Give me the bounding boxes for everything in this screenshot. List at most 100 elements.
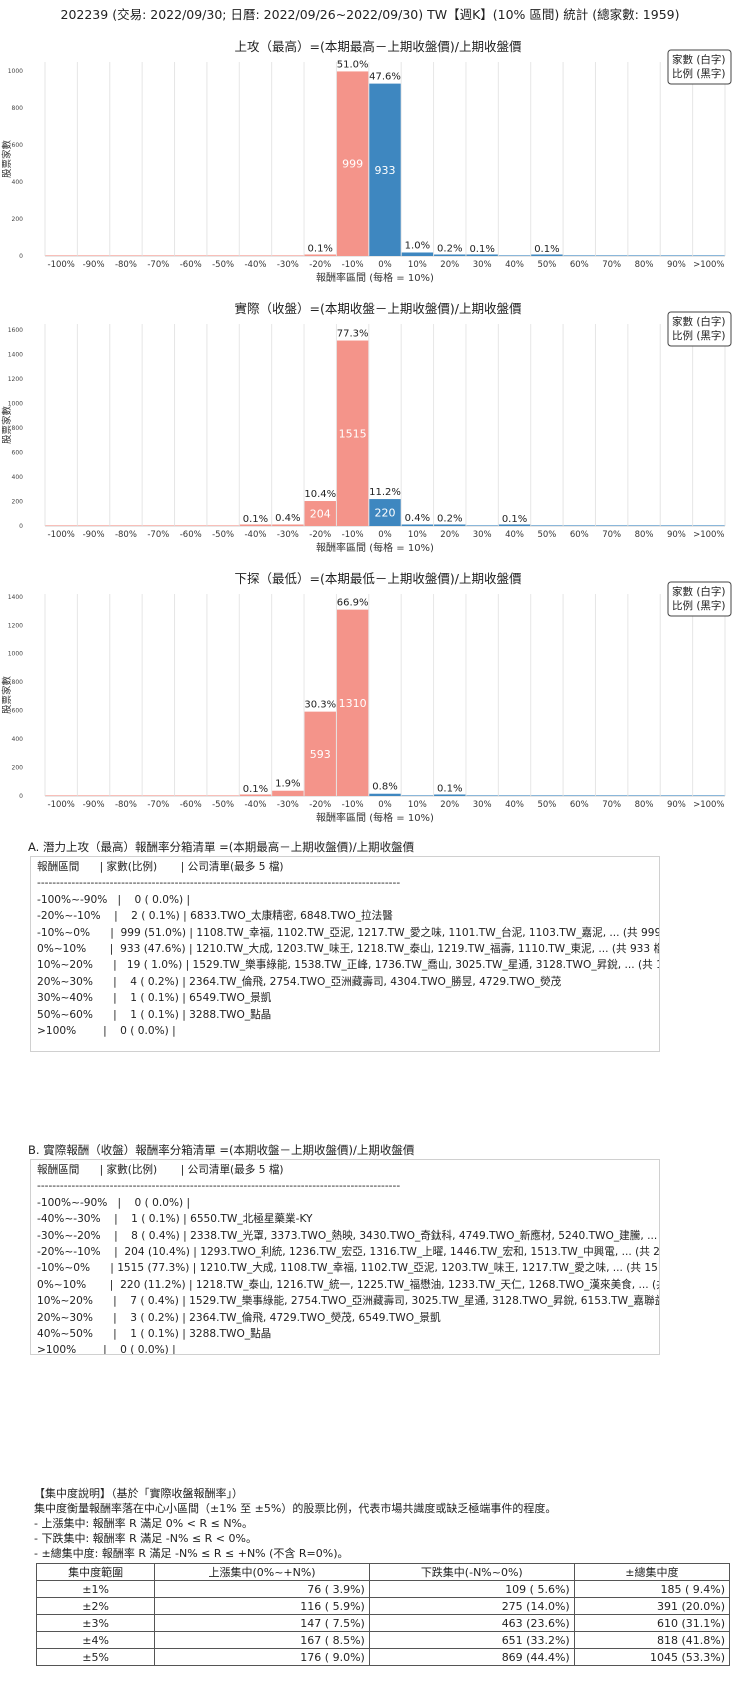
y-tick-label: 600 [12,708,24,715]
bar [628,525,660,526]
table-cell: 76 ( 3.9%) [154,1580,370,1598]
list-line: 0%~10% | 933 (47.6%) | 1210.TW_大成, 1203.… [37,943,660,956]
list-line: -10%~0% | 1515 (77.3%) | 1210.TW_大成, 110… [37,1262,660,1275]
bar-percent-label: 0.4% [405,513,430,524]
y-tick-label: 1400 [8,352,23,359]
bar [304,254,336,256]
table-row: ±5% 176 ( 9.0%) 869 (44.4%) 1045 (53.3%) [35,1648,731,1666]
list-line: 10%~20% | 7 ( 0.4%) | 1529.TW_樂事綠能, 2754… [37,1295,660,1308]
concentration-note: - 上漲集中: 報酬率 R 滿足 0% < R ≤ N%。 [34,1517,253,1530]
y-tick-label: 1000 [8,401,23,408]
chart-close: 實際（收盤）=(本期收盤－上期收盤價)/上期收盤價 0 200 400 600 800 10… [0,298,740,568]
x-tick-label: 10% [408,530,427,540]
list-line: 20%~30% | 3 ( 0.2%) | 2364.TW_倫飛, 4729.T… [37,1311,441,1324]
bar-percent-label: 0.1% [308,244,333,255]
y-axis-label: 股票家數 [1,140,13,179]
x-tick-label: 80% [635,530,654,540]
table-cell: 391 (20.0%) [573,1597,731,1615]
bar [45,255,77,256]
bar [693,795,725,796]
list-line: 0%~10% | 220 (11.2%) | 1218.TW_泰山, 1216.… [37,1278,660,1291]
bar [272,790,304,796]
legend-box [667,581,732,617]
x-tick-label: 20% [440,530,459,540]
bar [239,794,272,796]
bar-percent-label: 30.3% [304,700,336,711]
bar [563,795,595,796]
x-tick-label: 30% [473,260,492,270]
concentration-note: - ±總集中度: 報酬率 R 滿足 -N% ≤ R ≤ +N% (不含 R=0%… [34,1547,349,1560]
chart-high: 上攻（最高）=(本期最高－上期收盤價)/上期收盤價 0 200 400 600 800 10… [0,36,740,298]
table-cell: 116 ( 5.9%) [154,1597,370,1615]
legend-entry: 家數 (白字) [672,53,726,66]
legend-entry: 家數 (白字) [672,585,726,598]
bar [531,254,563,256]
list-line: >100% | 0 ( 0.0%) | [37,1344,176,1355]
y-tick-label: 400 [12,736,24,743]
bar [466,795,498,796]
bar [239,255,272,256]
bar [434,254,466,256]
table-cell: ±2% [35,1597,156,1615]
y-tick-label: 800 [12,105,24,112]
x-tick-label: -20% [309,260,331,270]
x-tick-label: 0% [378,260,392,270]
y-tick-label: 200 [12,499,24,506]
bar [110,255,142,256]
chart-svg: 上攻（最高）=(本期最高－上期收盤價)/上期收盤價 0 200 400 600 800 10… [1,39,732,284]
list-line: 30%~40% | 1 ( 0.1%) | 6549.TWO_景凱 [37,992,272,1005]
bar [77,795,110,796]
bar [304,711,336,796]
y-tick-label: 0 [19,523,23,530]
table-cell: 818 (41.8%) [573,1631,731,1649]
list-line: -40%~-30% | 1 ( 0.1%) | 6550.TW_北極星藥業-KY [37,1213,313,1226]
x-tick-label: 0% [378,800,392,810]
x-tick-label: 0% [378,530,392,540]
x-tick-label: 80% [635,800,654,810]
x-tick-label: 30% [473,530,492,540]
bar [531,795,563,796]
table-row: ±2% 116 ( 5.9%) 275 (14.0%) 391 (20.0%) [35,1597,731,1615]
y-tick-label: 600 [12,450,24,457]
x-tick-label: -90% [83,800,105,810]
chart-svg: 實際（收盤）=(本期收盤－上期收盤價)/上期收盤價 0 200 400 600 800 10… [1,301,732,554]
bar-percent-label: 0.1% [243,784,268,795]
x-tick-label: 10% [408,800,427,810]
x-tick-label: 20% [440,260,459,270]
bar [401,524,434,526]
bar [369,499,401,526]
y-tick-label: 200 [12,216,24,223]
table-cell: 147 ( 7.5%) [154,1614,370,1632]
x-tick-label: -30% [277,530,299,540]
section-a-list: 報酬區間 | 家數(比例) | 公司清單(最多 5 檔) ------------… [30,856,660,1052]
bar-percent-label: 0.8% [372,782,397,793]
x-tick-label: 50% [537,800,556,810]
x-tick-label: 40% [505,260,524,270]
list-line: ----------------------------------------… [37,877,401,890]
bar [207,525,239,526]
list-line: 報酬區間 | 家數(比例) | 公司清單(最多 5 檔) [37,1164,284,1176]
x-tick-label: -60% [180,800,202,810]
bar [595,255,628,256]
x-tick-label: -70% [147,800,169,810]
x-tick-label: -80% [115,800,137,810]
bar-percent-label: 51.0% [337,59,369,70]
bar [563,255,595,256]
x-tick-label: 40% [505,800,524,810]
legend-entry: 比例 (黑字) [672,67,726,80]
table-cell: ±1% [35,1580,156,1598]
bar [175,795,207,796]
x-tick-label: -90% [83,530,105,540]
x-tick-label: >100% [693,530,724,540]
bar [304,501,336,526]
list-line: 40%~50% | 1 ( 0.1%) | 3288.TWO_點晶 [37,1328,272,1341]
bar-percent-label: 1.0% [405,240,430,251]
bar [595,795,628,796]
legend-box [667,311,732,347]
x-tick-label: 90% [667,800,686,810]
y-tick-label: 600 [12,142,24,149]
bar [77,525,110,526]
bar-percent-label: 0.1% [469,244,494,255]
x-axis-label: 報酬率區間 (每格 = 10%) [316,811,434,824]
y-tick-label: 0 [19,793,23,800]
